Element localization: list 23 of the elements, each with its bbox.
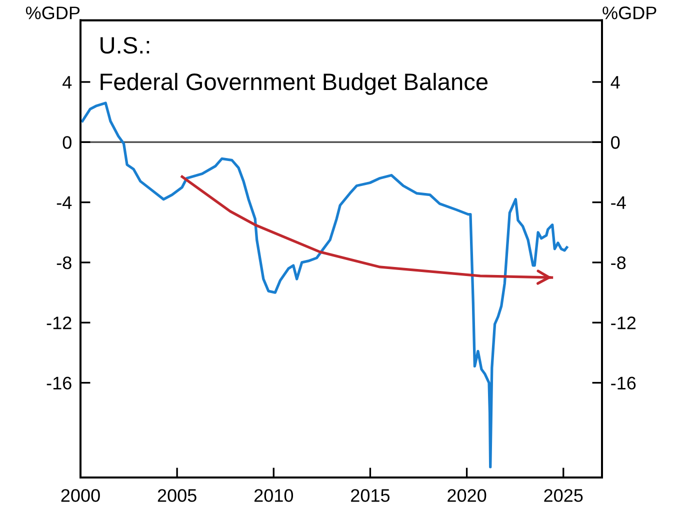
y-tick-label: 4 bbox=[62, 76, 72, 89]
y2-tick-label: -4 bbox=[611, 196, 626, 209]
y2-tick-label: 4 bbox=[610, 76, 620, 89]
text: U.S.: bbox=[100, 36, 150, 54]
x-tick-label: 2025 bbox=[544, 489, 583, 502]
y-tick-label: -8 bbox=[56, 256, 72, 270]
y2-axis-title: %GDP bbox=[602, 6, 656, 20]
y-tick-label: -16 bbox=[46, 376, 72, 390]
text: Federal Government Budget Balance bbox=[100, 72, 488, 95]
line-series bbox=[81, 102, 568, 468]
x-tick-label: 2010 bbox=[254, 489, 294, 502]
x-tick-label: 2020 bbox=[448, 489, 486, 502]
y-tick-label: -12 bbox=[46, 316, 72, 330]
x-tick-label: 2005 bbox=[158, 489, 196, 502]
y-tick-label: -4 bbox=[56, 196, 72, 209]
x-tick-label: 2015 bbox=[351, 489, 390, 502]
y2-tick-label: -8 bbox=[611, 256, 626, 270]
y-axis-title: %GDP bbox=[26, 6, 80, 20]
y2-tick-label: 0 bbox=[611, 136, 620, 149]
y2-tick-label: -12 bbox=[611, 316, 636, 330]
y-tick-label: 0 bbox=[62, 136, 72, 149]
y2-tick-label: -16 bbox=[611, 376, 636, 390]
x-tick-label: 2000 bbox=[61, 489, 100, 502]
